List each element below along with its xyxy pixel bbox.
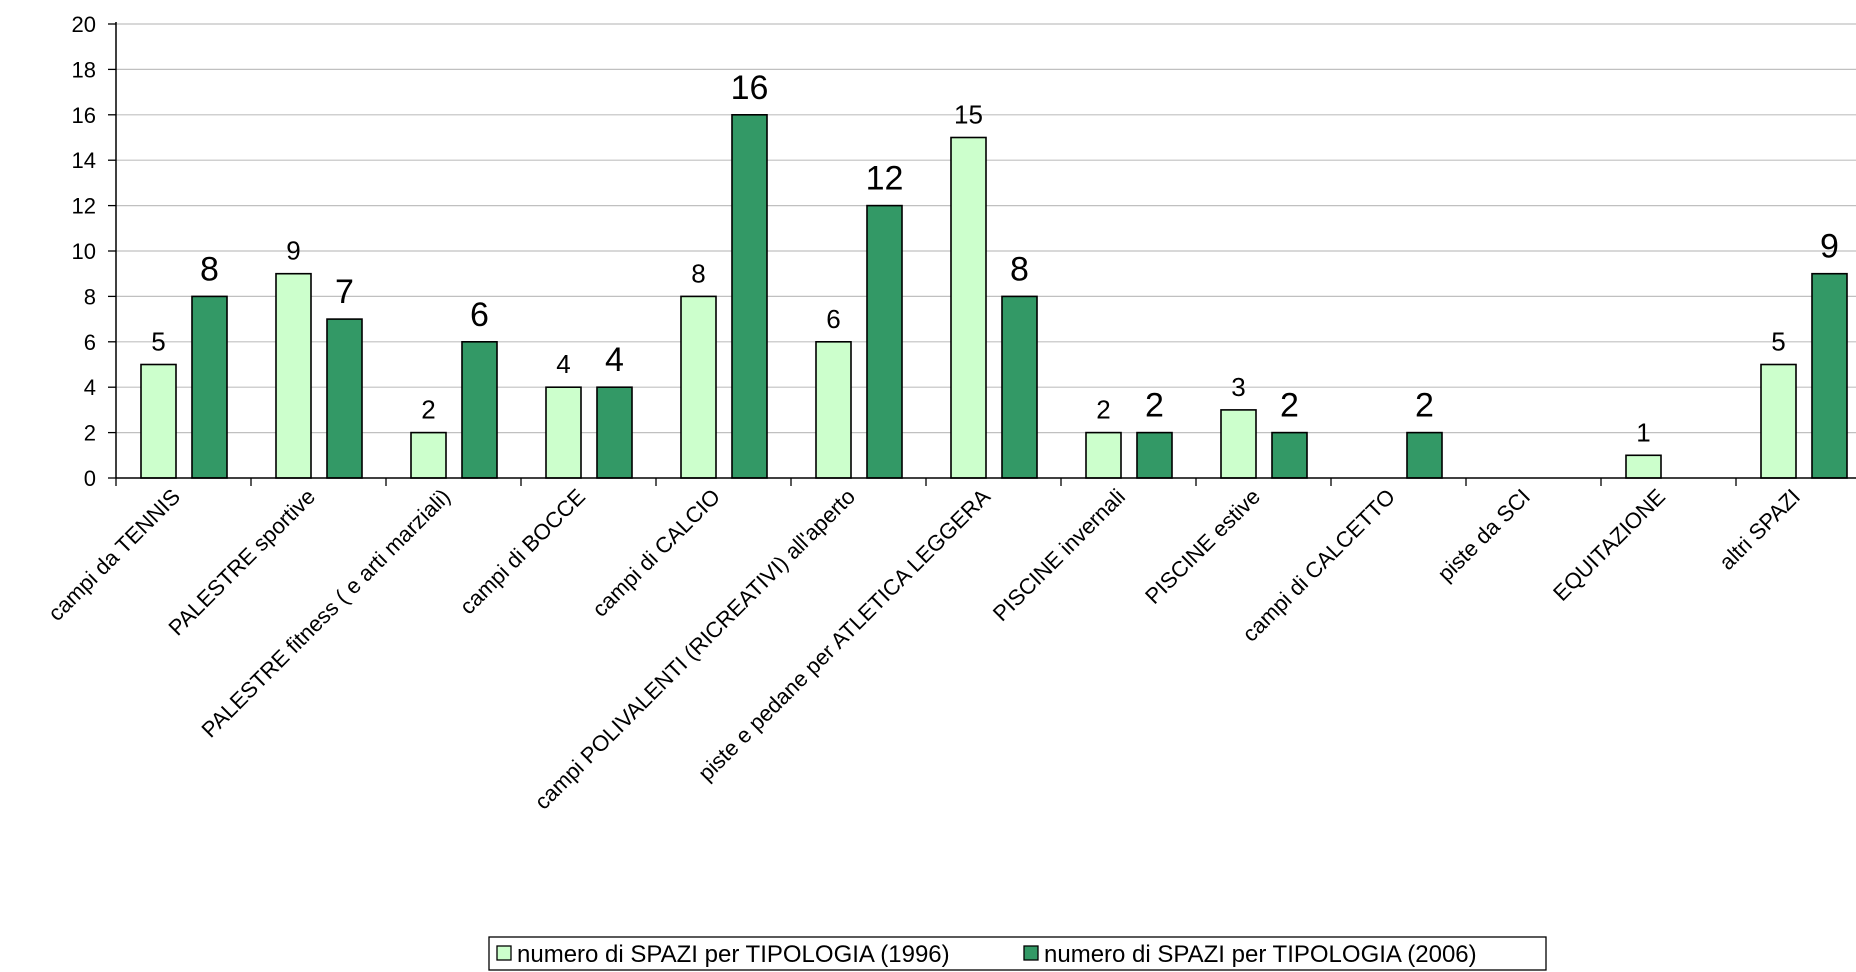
y-tick-label: 18 (72, 57, 96, 82)
y-tick-label: 14 (72, 148, 96, 173)
y-tick-label: 0 (84, 466, 96, 491)
bar-1996 (545, 386, 582, 479)
data-label-1996: 8 (691, 258, 705, 288)
data-label-1996: 1 (1636, 417, 1650, 447)
bar-2006 (191, 295, 228, 479)
category-label: campi di BOCCE (455, 484, 590, 619)
bar-1996 (815, 340, 852, 479)
bar-2006 (1271, 431, 1308, 479)
data-label-2006: 16 (731, 69, 769, 107)
data-label-2006: 2 (1415, 387, 1434, 425)
data-label-1996: 6 (826, 304, 840, 334)
y-tick-label: 16 (72, 103, 96, 128)
data-label-1996: 9 (286, 236, 300, 266)
data-label-2006: 7 (335, 273, 354, 311)
bar-2006 (731, 114, 768, 479)
legend-swatch-1996 (496, 945, 512, 961)
category-label: piste da SCI (1433, 484, 1535, 586)
category-label: altri SPAZI (1714, 484, 1805, 575)
data-label-2006: 12 (866, 160, 904, 198)
category-label: PISCINE invernali (988, 484, 1130, 626)
data-label-1996: 2 (421, 395, 435, 425)
bar-1996 (950, 136, 987, 479)
category-label: piste e pedane per ATLETICA LEGGERA (693, 484, 995, 786)
bar-2006 (866, 204, 903, 479)
category-label: PALESTRE sportive (163, 484, 320, 641)
y-tick-label: 10 (72, 239, 96, 264)
bar-2006 (326, 318, 363, 479)
data-label-1996: 4 (556, 349, 570, 379)
data-label-2006: 6 (470, 296, 489, 334)
data-label-1996: 5 (151, 327, 165, 357)
y-tick-label: 6 (84, 330, 96, 355)
bar-2006 (596, 386, 633, 479)
legend-swatch-2006 (1023, 945, 1039, 961)
bar-2006 (461, 340, 498, 479)
bar-1996 (1220, 409, 1257, 479)
bar-1996 (680, 295, 717, 479)
data-label-2006: 4 (605, 341, 624, 379)
category-label: EQUITAZIONE (1548, 484, 1670, 606)
legend-label-1996: numero di SPAZI per TIPOLOGIA (1996) (517, 941, 950, 968)
y-tick-label: 20 (72, 12, 96, 37)
data-label-2006: 8 (200, 250, 219, 288)
bar-2006 (1406, 431, 1443, 479)
legend-box (488, 936, 1547, 971)
bar-2006 (1136, 431, 1173, 479)
data-label-2006: 8 (1010, 250, 1029, 288)
category-label: PISCINE estive (1140, 484, 1265, 609)
data-label-1996: 15 (954, 100, 983, 130)
bar-1996 (1760, 363, 1797, 479)
y-tick-label: 12 (72, 194, 96, 219)
legend-label-2006: numero di SPAZI per TIPOLOGIA (2006) (1044, 941, 1477, 968)
legend: numero di SPAZI per TIPOLOGIA (1996) num… (488, 936, 1547, 971)
data-label-2006: 2 (1145, 387, 1164, 425)
bar-1996 (1085, 431, 1122, 479)
bar-1996 (275, 272, 312, 479)
y-tick-label: 2 (84, 421, 96, 446)
bar-1996 (410, 431, 447, 479)
bar-1996 (140, 363, 177, 479)
y-tick-label: 8 (84, 284, 96, 309)
category-label: campi da TENNIS (43, 484, 185, 626)
data-label-2006: 2 (1280, 387, 1299, 425)
bar-2006 (1811, 272, 1848, 479)
category-label: campi POLIVALENTI (RICREATIVI) all'apert… (530, 484, 860, 814)
category-label: campi di CALCIO (587, 484, 725, 622)
data-label-2006: 9 (1820, 228, 1839, 266)
data-label-1996: 2 (1096, 395, 1110, 425)
category-label: PALESTRE fitness ( e arti marziali) (196, 484, 455, 743)
data-label-1996: 3 (1231, 372, 1245, 402)
category-label: campi di CALCETTO (1237, 484, 1400, 647)
data-label-1996: 5 (1771, 327, 1785, 357)
bar-1996 (1625, 454, 1662, 479)
bar-2006 (1001, 295, 1038, 479)
y-tick-label: 4 (84, 375, 96, 400)
